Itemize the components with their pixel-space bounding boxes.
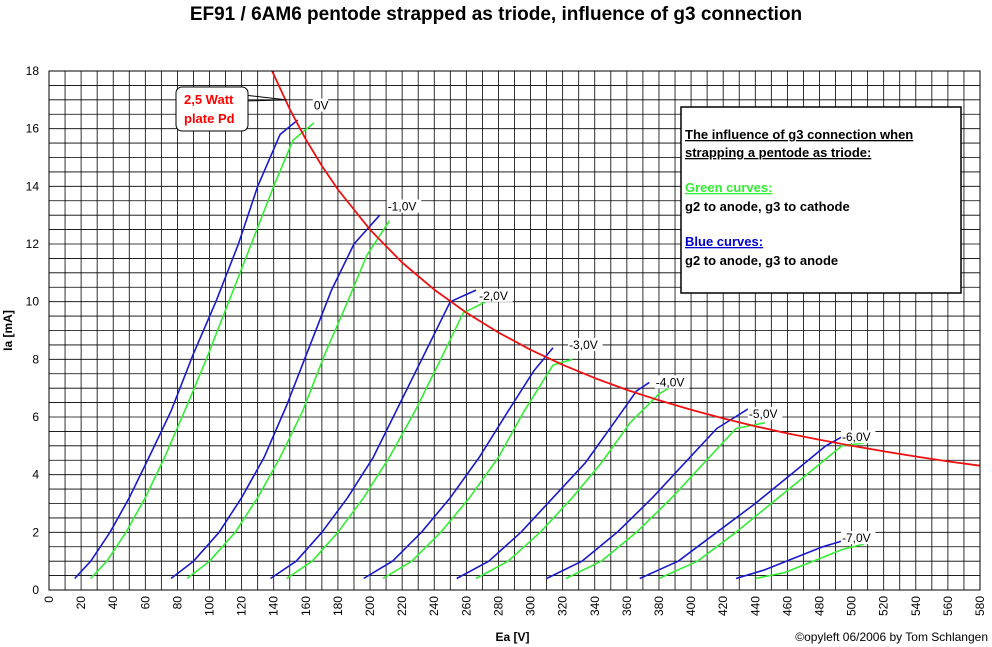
y-axis-label: Ia [mA] bbox=[1, 310, 15, 351]
chart-title: EF91 / 6AM6 pentode strapped as triode, … bbox=[190, 4, 802, 25]
x-axis-label: Ea [V] bbox=[495, 630, 529, 644]
x-tick-label: 560 bbox=[941, 596, 955, 616]
x-tick-label: 420 bbox=[716, 596, 730, 616]
x-tick-label: 400 bbox=[684, 596, 698, 616]
callout-pointer bbox=[243, 94, 287, 101]
x-tick-label: 380 bbox=[652, 596, 666, 616]
x-tick-label: 0 bbox=[42, 596, 56, 603]
note-green-text: g2 to anode, g3 to cathode bbox=[685, 199, 850, 214]
curve-label-background bbox=[386, 199, 422, 213]
x-tick-label: 500 bbox=[845, 596, 859, 616]
callout-text: 2,5 Watt bbox=[184, 92, 234, 107]
curve-blue-0V bbox=[74, 119, 299, 580]
x-tick-label: 480 bbox=[812, 596, 826, 616]
curve-blue-50V bbox=[546, 407, 750, 580]
note-box bbox=[680, 106, 962, 294]
curve-label: -6,0V bbox=[842, 430, 871, 444]
curve-label-background bbox=[840, 531, 876, 545]
curve-blue-60V bbox=[639, 430, 852, 580]
curve-green-30V bbox=[382, 358, 573, 580]
x-tick-label: 220 bbox=[395, 596, 409, 616]
x-tick-label: 260 bbox=[459, 596, 473, 616]
curve-green-50V bbox=[565, 422, 766, 580]
power-dissipation-callout: 2,5 Watt plate Pd bbox=[175, 86, 287, 132]
x-tick-label: 360 bbox=[620, 596, 634, 616]
callout-box bbox=[175, 86, 249, 132]
callout-pointer bbox=[243, 99, 287, 102]
curve-blue-40V bbox=[456, 381, 650, 580]
curve-label-background bbox=[747, 407, 783, 421]
x-tick-label: 20 bbox=[74, 596, 88, 610]
x-tick-label: 280 bbox=[491, 596, 505, 616]
curve-label-background bbox=[478, 288, 513, 302]
curve-label-background bbox=[840, 430, 876, 444]
x-tick-label: 200 bbox=[363, 596, 377, 616]
y-tick-label: 14 bbox=[26, 179, 40, 193]
x-tick-labels: 0 20 40 60 80 100 120 140 160 180 200 220 240 260 280 3… bbox=[42, 596, 987, 616]
chart-grid bbox=[48, 70, 981, 591]
note-green-title: Green curves: bbox=[685, 180, 772, 195]
curve-label: -1,0V bbox=[388, 200, 417, 214]
y-tick-label: 0 bbox=[32, 583, 39, 597]
x-tick-label: 240 bbox=[427, 596, 441, 616]
curve-green-10V bbox=[186, 220, 390, 580]
y-tick-label: 10 bbox=[26, 295, 40, 309]
x-tick-label: 120 bbox=[235, 596, 249, 616]
x-tick-label: 160 bbox=[299, 596, 313, 616]
y-tick-label: 2 bbox=[32, 525, 39, 539]
y-tick-label: 16 bbox=[26, 122, 40, 136]
x-tick-label: 60 bbox=[138, 596, 152, 610]
curve-label: 0V bbox=[314, 99, 329, 113]
note-blue-text: g2 to anode, g3 to anode bbox=[685, 253, 838, 268]
curve-green-0V bbox=[90, 122, 315, 580]
y-tick-label: 18 bbox=[26, 64, 40, 78]
note-heading: The influence of g3 connection when bbox=[685, 127, 913, 142]
x-tick-label: 180 bbox=[331, 596, 345, 616]
plot-frame bbox=[48, 70, 981, 591]
y-tick-label: 12 bbox=[26, 237, 40, 251]
curve-green-60V bbox=[658, 442, 865, 580]
x-tick-label: 340 bbox=[588, 596, 602, 616]
x-tick-label: 40 bbox=[106, 596, 120, 610]
grid-voltage-labels: 0V -1,0V -2,0V -3,0V -4,0V -5,0V -6,0V -7,0V bbox=[312, 98, 876, 545]
curve-label: -4,0V bbox=[656, 375, 685, 389]
x-tick-label: 300 bbox=[524, 596, 538, 616]
curve-blue-70V bbox=[735, 537, 852, 580]
curve-blue-30V bbox=[363, 347, 554, 580]
y-tick-label: 6 bbox=[32, 410, 39, 424]
note-blue-title: Blue curves: bbox=[685, 234, 763, 249]
copyright-credit: ©opyleft 06/2006 by Tom Schlangen bbox=[795, 630, 988, 644]
y-tick-label: 4 bbox=[32, 468, 39, 482]
curve-label: -3,0V bbox=[569, 338, 598, 352]
curve-blue-10V bbox=[170, 214, 381, 580]
note-heading: strapping a pentode as triode: bbox=[685, 145, 871, 160]
curve-label-background bbox=[568, 337, 603, 351]
x-tick-label: 540 bbox=[909, 596, 923, 616]
legend-note-box: The influence of g3 connection when strap… bbox=[680, 106, 962, 294]
x-tick-label: 320 bbox=[556, 596, 570, 616]
x-tick-label: 460 bbox=[780, 596, 794, 616]
x-tick-label: 80 bbox=[170, 596, 184, 610]
x-tick-label: 440 bbox=[748, 596, 762, 616]
x-tick-label: 140 bbox=[267, 596, 281, 616]
curve-green-20V bbox=[286, 300, 486, 580]
plate-dissipation-curve bbox=[271, 70, 981, 467]
curve-label: -5,0V bbox=[749, 407, 778, 421]
curve-label: -7,0V bbox=[842, 531, 871, 545]
curve-label: -2,0V bbox=[479, 289, 508, 303]
callout-text: plate Pd bbox=[184, 111, 235, 126]
curve-green-70V bbox=[755, 543, 865, 580]
y-tick-label: 8 bbox=[32, 352, 39, 366]
curve-blue-20V bbox=[270, 289, 477, 580]
plate-curves bbox=[74, 70, 981, 580]
x-tick-label: 580 bbox=[973, 596, 987, 616]
curve-label-background bbox=[312, 98, 328, 112]
x-tick-label: 100 bbox=[203, 596, 217, 616]
y-tick-labels: 0 2 4 6 8 10 12 14 16 18 bbox=[26, 64, 40, 597]
x-tick-label: 520 bbox=[877, 596, 891, 616]
curve-label-background bbox=[654, 375, 690, 389]
